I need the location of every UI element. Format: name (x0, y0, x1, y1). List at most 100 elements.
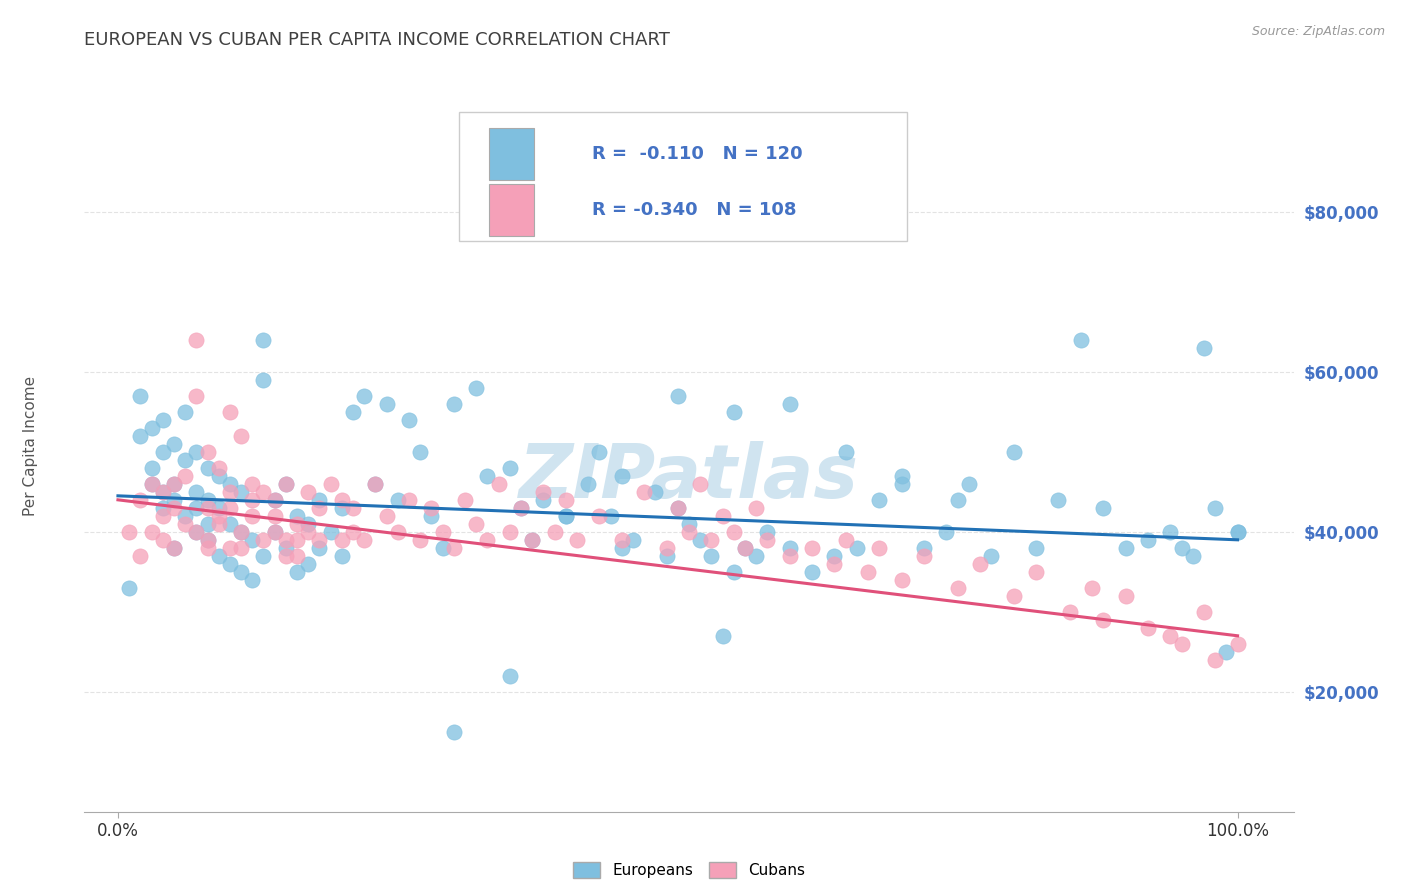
Point (420, 500, 443, 515)
Point (308, 492, 330, 507)
Point (522, 533, 544, 547)
Point (454, 492, 477, 507)
Point (912, 549, 935, 563)
Point (655, 541, 678, 555)
Point (330, 500, 353, 515)
Point (621, 533, 644, 547)
Point (1226, 524, 1249, 539)
Point (274, 533, 297, 547)
Point (308, 500, 330, 515)
Point (186, 484, 208, 499)
Point (152, 413, 174, 427)
Point (443, 724, 465, 739)
Point (118, 524, 141, 539)
Point (387, 524, 409, 539)
Point (208, 468, 231, 483)
Point (610, 541, 633, 555)
Point (141, 476, 163, 491)
Point (723, 524, 745, 539)
Point (723, 405, 745, 419)
Point (229, 524, 252, 539)
Point (353, 389, 375, 403)
Point (644, 484, 666, 499)
Point (219, 541, 242, 555)
FancyBboxPatch shape (489, 128, 534, 180)
Point (510, 500, 533, 515)
Point (890, 468, 912, 483)
Point (868, 492, 890, 507)
Point (576, 476, 599, 491)
Point (252, 373, 274, 387)
Point (531, 484, 554, 499)
Point (510, 500, 533, 515)
Point (197, 492, 219, 507)
Point (711, 508, 734, 523)
Text: Source: ZipAtlas.com: Source: ZipAtlas.com (1251, 25, 1385, 38)
Point (1115, 541, 1137, 555)
Point (152, 445, 174, 459)
Point (588, 508, 610, 523)
Point (375, 397, 398, 411)
Point (409, 533, 432, 547)
Point (633, 484, 655, 499)
Text: ZIPatlas: ZIPatlas (519, 442, 859, 515)
Point (285, 508, 308, 523)
Point (465, 516, 488, 531)
Point (163, 437, 186, 451)
Point (1002, 445, 1025, 459)
Point (1047, 492, 1070, 507)
Point (219, 516, 242, 531)
Point (308, 533, 330, 547)
Point (129, 389, 152, 403)
Point (197, 533, 219, 547)
Point (1226, 524, 1249, 539)
Point (197, 445, 219, 459)
Point (297, 557, 319, 571)
Point (252, 533, 274, 547)
Point (946, 492, 969, 507)
Point (409, 445, 432, 459)
Point (824, 557, 846, 571)
Point (197, 500, 219, 515)
Point (689, 476, 711, 491)
Point (174, 508, 197, 523)
Point (912, 541, 935, 555)
Point (610, 468, 633, 483)
Point (208, 500, 231, 515)
Point (129, 429, 152, 443)
Point (229, 541, 252, 555)
Point (219, 405, 242, 419)
Point (263, 492, 285, 507)
Point (274, 476, 297, 491)
Point (610, 533, 633, 547)
Point (1059, 605, 1081, 619)
Point (834, 533, 856, 547)
Text: Per Capita Income: Per Capita Income (24, 376, 38, 516)
Point (1204, 500, 1226, 515)
Point (263, 508, 285, 523)
Point (387, 492, 409, 507)
Point (779, 397, 801, 411)
Point (1136, 621, 1159, 635)
FancyBboxPatch shape (460, 112, 907, 241)
Point (152, 484, 174, 499)
Point (186, 500, 208, 515)
Point (186, 445, 208, 459)
Point (163, 541, 186, 555)
Point (734, 541, 756, 555)
Point (666, 389, 689, 403)
Point (499, 460, 522, 475)
Point (599, 508, 621, 523)
Point (1204, 653, 1226, 667)
Point (980, 549, 1002, 563)
Point (1226, 637, 1249, 651)
Point (197, 460, 219, 475)
Point (174, 468, 197, 483)
Point (1025, 565, 1047, 579)
Point (229, 565, 252, 579)
Point (319, 476, 342, 491)
Point (522, 533, 544, 547)
Point (890, 573, 912, 587)
Point (274, 549, 297, 563)
Point (364, 476, 387, 491)
